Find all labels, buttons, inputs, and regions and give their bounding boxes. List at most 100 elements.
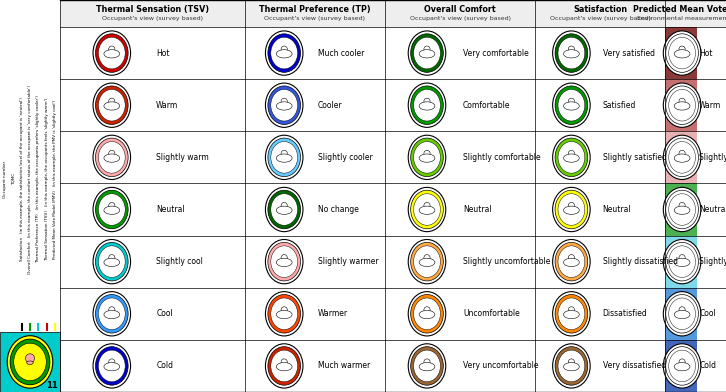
Circle shape (568, 254, 574, 261)
Ellipse shape (277, 50, 292, 58)
Ellipse shape (558, 37, 584, 69)
Text: Slightly cool: Slightly cool (156, 257, 203, 266)
Ellipse shape (408, 135, 446, 180)
Ellipse shape (268, 138, 301, 177)
Ellipse shape (411, 138, 444, 177)
Ellipse shape (664, 292, 701, 336)
Circle shape (424, 359, 430, 365)
Text: Environmental measurements based: Environmental measurements based (637, 16, 726, 21)
Ellipse shape (414, 37, 441, 69)
Ellipse shape (411, 190, 444, 229)
Text: Predicted Mean Vote (PMV): Predicted Mean Vote (PMV) (633, 5, 726, 14)
Circle shape (568, 46, 574, 52)
Text: Occupant's view (survey based): Occupant's view (survey based) (264, 16, 365, 21)
Ellipse shape (411, 347, 444, 385)
Ellipse shape (414, 298, 441, 330)
Ellipse shape (95, 34, 128, 73)
Ellipse shape (555, 294, 588, 333)
Text: Neutral: Neutral (603, 205, 631, 214)
Ellipse shape (104, 50, 120, 58)
Ellipse shape (555, 138, 588, 177)
Ellipse shape (104, 102, 120, 110)
Circle shape (424, 202, 430, 209)
Text: Much cooler: Much cooler (318, 49, 364, 58)
Text: Slightly warm: Slightly warm (156, 153, 209, 162)
Text: Cooler: Cooler (318, 101, 343, 110)
Ellipse shape (563, 363, 579, 371)
Ellipse shape (266, 187, 303, 232)
Ellipse shape (408, 83, 446, 127)
Ellipse shape (268, 294, 301, 333)
Ellipse shape (666, 347, 698, 385)
Ellipse shape (558, 298, 584, 330)
Ellipse shape (277, 206, 292, 214)
Ellipse shape (266, 83, 303, 127)
Bar (665, 131, 697, 183)
Ellipse shape (271, 350, 298, 382)
Ellipse shape (669, 142, 696, 173)
Ellipse shape (552, 31, 590, 75)
Ellipse shape (99, 89, 125, 121)
Text: Dissatisfied: Dissatisfied (603, 309, 648, 318)
Ellipse shape (93, 83, 131, 127)
Ellipse shape (104, 154, 120, 162)
Text: Cool: Cool (156, 309, 173, 318)
Text: Uncomfortable: Uncomfortable (463, 309, 520, 318)
Ellipse shape (268, 190, 301, 229)
Bar (665, 183, 697, 236)
Ellipse shape (419, 258, 435, 267)
Ellipse shape (419, 154, 435, 162)
Ellipse shape (664, 240, 701, 284)
Text: Neutral: Neutral (463, 205, 492, 214)
Ellipse shape (266, 240, 303, 284)
Circle shape (109, 254, 115, 261)
Ellipse shape (408, 344, 446, 388)
Ellipse shape (674, 310, 690, 319)
Ellipse shape (555, 34, 588, 73)
Ellipse shape (563, 258, 579, 267)
Ellipse shape (277, 102, 292, 110)
Circle shape (679, 307, 685, 313)
Ellipse shape (266, 135, 303, 180)
Ellipse shape (664, 187, 701, 232)
Ellipse shape (268, 34, 301, 73)
Ellipse shape (414, 350, 441, 382)
Bar (665, 340, 697, 392)
Text: Neutral: Neutral (156, 205, 185, 214)
Text: Slightly dissatisfied: Slightly dissatisfied (603, 257, 677, 266)
Ellipse shape (552, 344, 590, 388)
Ellipse shape (104, 258, 120, 267)
Ellipse shape (674, 50, 690, 58)
Ellipse shape (271, 89, 298, 121)
Ellipse shape (552, 83, 590, 127)
Text: Cold: Cold (699, 361, 716, 370)
Text: Warmer: Warmer (318, 309, 348, 318)
Circle shape (568, 359, 574, 365)
Ellipse shape (99, 246, 125, 278)
Ellipse shape (411, 34, 444, 73)
Ellipse shape (277, 363, 292, 371)
Ellipse shape (666, 138, 698, 177)
Ellipse shape (99, 142, 125, 173)
Ellipse shape (419, 310, 435, 319)
Bar (665, 27, 697, 79)
Text: Slightly warmer: Slightly warmer (318, 257, 378, 266)
Ellipse shape (414, 194, 441, 225)
Circle shape (109, 202, 115, 209)
Text: Slightly cooler: Slightly cooler (318, 153, 372, 162)
Ellipse shape (10, 339, 50, 385)
Circle shape (424, 150, 430, 156)
Circle shape (281, 254, 287, 261)
Ellipse shape (104, 206, 120, 214)
Ellipse shape (558, 350, 584, 382)
Ellipse shape (563, 154, 579, 162)
Ellipse shape (14, 343, 46, 381)
Ellipse shape (674, 206, 690, 214)
Text: Hot: Hot (699, 49, 713, 58)
Ellipse shape (95, 190, 128, 229)
Ellipse shape (563, 310, 579, 319)
Ellipse shape (266, 344, 303, 388)
Ellipse shape (95, 242, 128, 281)
Ellipse shape (666, 190, 698, 229)
Ellipse shape (99, 194, 125, 225)
